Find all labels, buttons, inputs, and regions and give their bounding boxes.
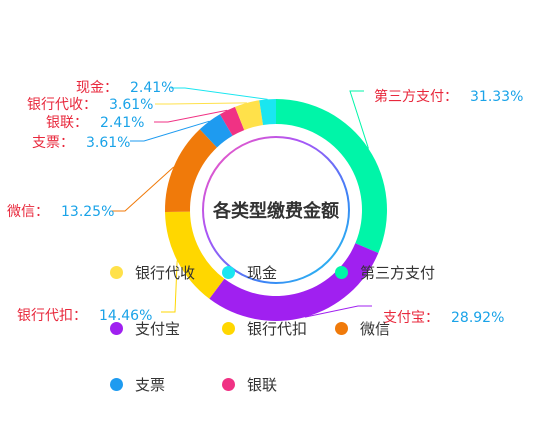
legend-label: 支票 [135,376,166,394]
legend-marker [110,378,123,391]
legend-item[interactable]: 银联 [222,374,277,395]
slice-label-value: 28.92% [451,310,504,326]
slice-label-value: 2.41% [130,80,174,96]
slice-label-2: 银行代扣： 14.46% [17,308,152,324]
slice-label-5: 银联： 2.41% [46,115,144,131]
slice-label-name: 微信： [7,204,49,220]
slice-7[interactable] [259,99,276,125]
leader-line-5 [154,109,228,123]
legend-item[interactable]: 支付宝 [110,318,180,339]
legend-marker [222,322,235,335]
legend-marker [335,266,348,279]
slice-label-value: 3.61% [86,135,130,151]
leader-line-1 [304,305,372,318]
slice-label-name: 支票： [32,135,74,151]
slice-6[interactable] [235,100,264,131]
legend-item[interactable]: 银行代扣 [222,318,307,339]
legend-label: 银行代收 [135,264,196,282]
slice-3[interactable] [165,129,217,213]
chart-title: 各类型缴费金额 [212,200,339,222]
slice-5[interactable] [219,106,245,136]
legend-label: 现金 [247,264,278,282]
slice-label-name: 银行代收： [27,97,97,113]
slice-label-name: 银行代扣： [17,308,87,324]
legend-label: 银联 [247,376,278,394]
legend-item[interactable]: 第三方支付 [335,262,435,283]
slice-label-0: 第三方支付： 31.33% [374,88,523,105]
slice-label-4: 支票： 3.61% [32,135,130,151]
label-leaders-group: 第三方支付： 31.33% 支付宝： 28.92% 银行代扣： 14.46% 微信： 13.2… [7,80,523,326]
leader-line-7 [171,87,268,100]
slice-label-value: 31.33% [470,89,523,105]
slice-label-value: 13.25% [61,204,114,220]
slice-4[interactable] [199,114,233,148]
slice-label-6: 银行代收： 3.61% [27,97,153,113]
legend-item[interactable]: 微信 [335,318,390,339]
leader-line-3 [111,166,175,212]
legend-label: 银行代扣 [247,320,308,338]
legend-marker [222,266,235,279]
slice-label-name: 第三方支付： [374,88,458,105]
slice-label-name: 现金： [76,80,118,96]
slice-1[interactable] [209,243,379,321]
legend-item[interactable]: 现金 [222,262,277,283]
slice-0[interactable] [276,99,387,253]
legend-label: 第三方支付 [360,264,436,282]
leader-line-6 [155,102,247,105]
leader-line-0 [349,90,369,149]
legend-marker [222,378,235,391]
legend-item[interactable]: 支票 [110,374,165,395]
slice-2[interactable] [165,211,225,299]
legend-label: 支付宝 [135,320,181,338]
slice-label-3: 微信： 13.25% [7,204,114,220]
slice-label-1: 支付宝： 28.92% [383,310,504,326]
legend-marker [110,322,123,335]
slice-label-7: 现金： 2.41% [76,80,174,96]
leader-line-2 [161,260,178,313]
inner-decoration-ring [202,136,350,284]
slice-label-name: 银联： [46,115,88,131]
legend-label: 微信 [360,320,391,338]
leader-line-4 [130,120,210,142]
slice-label-name: 支付宝： [383,310,439,326]
legend-marker [335,322,348,335]
slices-group [165,99,387,321]
slice-label-value: 2.41% [100,115,144,131]
legend-marker [110,266,123,279]
legend-item[interactable]: 银行代收 [110,262,195,283]
slice-label-value: 14.46% [99,308,152,324]
slice-label-value: 3.61% [109,97,153,113]
